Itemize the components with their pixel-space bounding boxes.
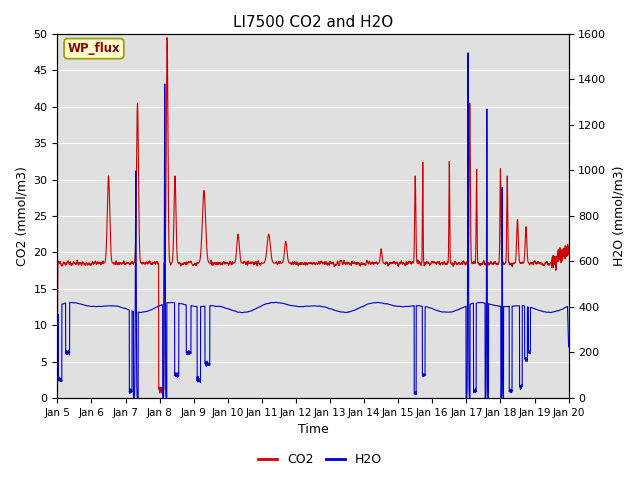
Y-axis label: H2O (mmol/m3): H2O (mmol/m3) [612, 166, 625, 266]
X-axis label: Time: Time [298, 423, 328, 436]
Text: WP_flux: WP_flux [68, 42, 120, 55]
Legend: CO2, H2O: CO2, H2O [253, 448, 387, 471]
Y-axis label: CO2 (mmol/m3): CO2 (mmol/m3) [15, 166, 28, 266]
Title: LI7500 CO2 and H2O: LI7500 CO2 and H2O [233, 15, 393, 30]
